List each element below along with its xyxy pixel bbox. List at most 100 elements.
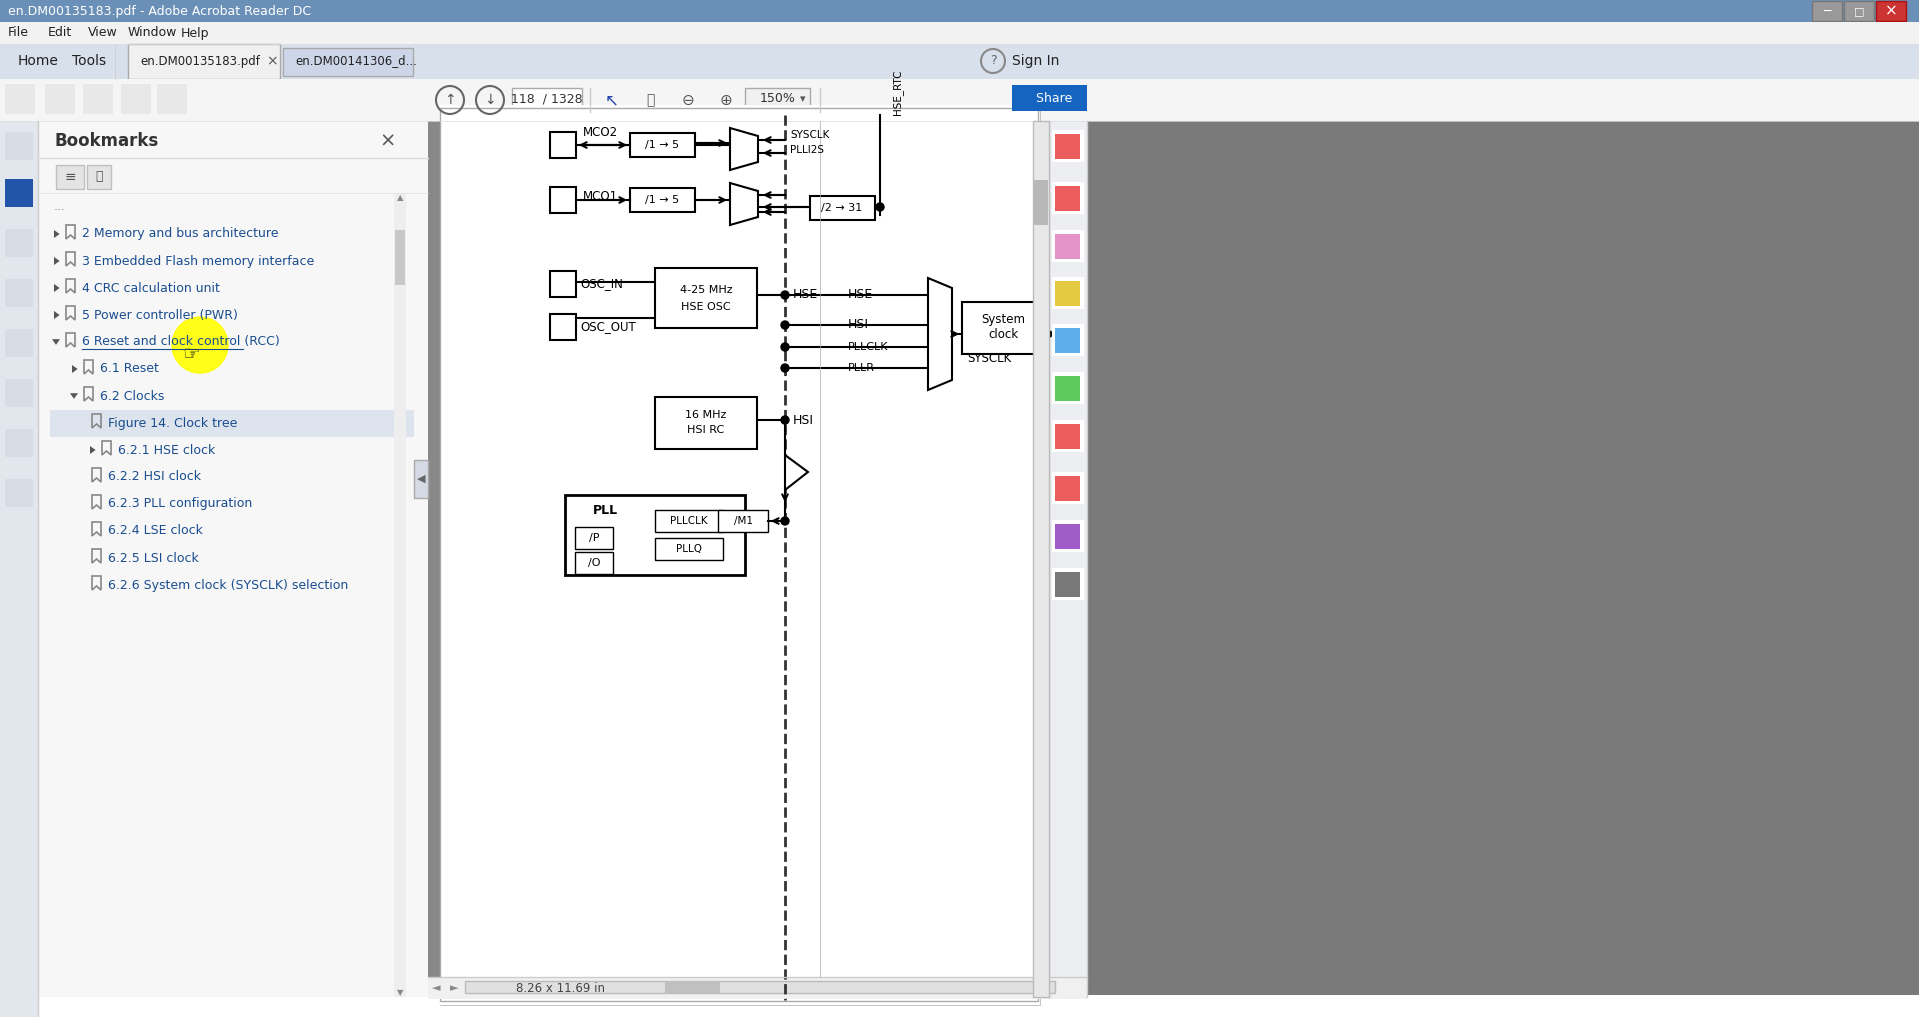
Bar <box>6 479 33 507</box>
Text: Bookmarks: Bookmarks <box>56 132 159 149</box>
Bar <box>1055 424 1080 448</box>
Bar <box>1052 472 1084 504</box>
Polygon shape <box>729 183 758 225</box>
Bar <box>718 510 768 532</box>
Bar <box>428 121 1057 997</box>
Bar <box>129 44 280 79</box>
Bar <box>428 121 549 995</box>
Text: MCO2: MCO2 <box>583 126 618 139</box>
Text: HSE: HSE <box>848 289 873 301</box>
Text: ►: ► <box>449 983 459 993</box>
Bar <box>439 105 1040 1005</box>
Text: ☞: ☞ <box>182 346 200 364</box>
Text: ?: ? <box>990 55 996 67</box>
Bar <box>1055 134 1080 159</box>
Text: OSC_OUT: OSC_OUT <box>580 320 635 334</box>
Bar <box>1055 476 1080 501</box>
Bar <box>551 314 576 340</box>
Text: 4-25 MHz: 4-25 MHz <box>679 285 733 295</box>
Bar <box>1040 121 1883 995</box>
Bar <box>0 0 1919 22</box>
Polygon shape <box>69 394 79 399</box>
Bar <box>447 110 1038 1000</box>
Bar <box>551 271 576 297</box>
Text: ◀: ◀ <box>416 474 426 484</box>
Bar <box>654 538 723 560</box>
Text: PLLQ: PLLQ <box>675 544 702 554</box>
Bar <box>629 188 695 212</box>
Bar <box>464 981 1055 993</box>
Text: ✋: ✋ <box>647 93 654 107</box>
Bar <box>1812 1 1842 21</box>
Bar <box>1052 230 1084 262</box>
Text: 6.1 Reset: 6.1 Reset <box>100 362 159 375</box>
Bar <box>961 302 1044 354</box>
Text: Figure 14. Clock tree: Figure 14. Clock tree <box>107 417 238 429</box>
Polygon shape <box>729 128 758 170</box>
Text: ×: × <box>1884 3 1898 18</box>
Text: MCO1: MCO1 <box>583 190 618 203</box>
Text: HSE_RTC: HSE_RTC <box>892 69 904 115</box>
Bar <box>1052 420 1084 452</box>
Text: 150%: 150% <box>760 93 796 106</box>
Text: 4 CRC calculation unit: 4 CRC calculation unit <box>83 282 221 295</box>
Bar <box>1055 281 1080 306</box>
Text: en.DM00135183.pdf - Adobe Acrobat Reader DC: en.DM00135183.pdf - Adobe Acrobat Reader… <box>8 4 311 17</box>
Text: PLLI2S: PLLI2S <box>791 145 823 155</box>
Text: 6.2.3 PLL configuration: 6.2.3 PLL configuration <box>107 497 251 511</box>
Text: HSI RC: HSI RC <box>687 425 725 435</box>
Text: ⊕: ⊕ <box>720 93 733 108</box>
Bar <box>393 193 407 997</box>
Bar <box>439 105 1013 1005</box>
Polygon shape <box>54 257 59 265</box>
Text: /M1: /M1 <box>733 516 752 526</box>
Bar <box>1055 376 1080 401</box>
Text: 2 Memory and bus architecture: 2 Memory and bus architecture <box>83 228 278 240</box>
Bar <box>1055 328 1080 353</box>
Text: 118  / 1328: 118 / 1328 <box>510 93 583 106</box>
Polygon shape <box>54 230 59 238</box>
Bar <box>654 510 723 532</box>
Bar <box>1011 85 1086 111</box>
Circle shape <box>1040 203 1048 211</box>
Bar <box>654 268 756 328</box>
Text: 6.2.5 LSI clock: 6.2.5 LSI clock <box>107 551 200 564</box>
Text: SYSCLK: SYSCLK <box>967 352 1011 364</box>
Bar <box>6 179 33 207</box>
Bar <box>439 105 1040 1005</box>
Bar <box>6 132 33 160</box>
Text: Sign In: Sign In <box>1011 54 1059 68</box>
Bar <box>1052 277 1084 309</box>
Text: 6.2.4 LSE clock: 6.2.4 LSE clock <box>107 525 203 538</box>
Bar <box>576 527 612 549</box>
Bar <box>6 179 33 207</box>
Text: ⊖: ⊖ <box>681 93 695 108</box>
Text: clock: clock <box>988 328 1019 342</box>
Bar <box>50 410 415 437</box>
Text: PLLCLK: PLLCLK <box>670 516 708 526</box>
Bar <box>564 495 745 575</box>
Text: HSI: HSI <box>793 414 814 426</box>
Bar <box>428 977 1086 999</box>
Bar <box>415 460 428 498</box>
Bar <box>1877 1 1906 21</box>
Polygon shape <box>54 284 59 292</box>
Text: ↓: ↓ <box>484 93 495 107</box>
Bar <box>551 187 576 213</box>
Text: 5 Power controller (PWR): 5 Power controller (PWR) <box>83 308 238 321</box>
Bar <box>1052 324 1084 356</box>
Text: ▼: ▼ <box>397 989 403 998</box>
Text: Share: Share <box>1029 92 1073 105</box>
Text: 3 Embedded Flash memory interface: 3 Embedded Flash memory interface <box>83 254 315 267</box>
Text: ≡: ≡ <box>63 170 77 184</box>
Text: 6.2.6 System clock (SYSCLK) selection: 6.2.6 System clock (SYSCLK) selection <box>107 579 347 592</box>
Text: /2 → 31: /2 → 31 <box>821 203 864 213</box>
Bar <box>1052 569 1084 600</box>
Text: 6 Reset and clock control (RCC): 6 Reset and clock control (RCC) <box>83 336 280 349</box>
Bar <box>1052 130 1084 162</box>
Text: 🔖: 🔖 <box>96 171 104 183</box>
Text: □: □ <box>1854 6 1863 16</box>
Text: Window: Window <box>129 26 177 40</box>
Bar <box>1050 121 1086 997</box>
Polygon shape <box>73 365 77 373</box>
